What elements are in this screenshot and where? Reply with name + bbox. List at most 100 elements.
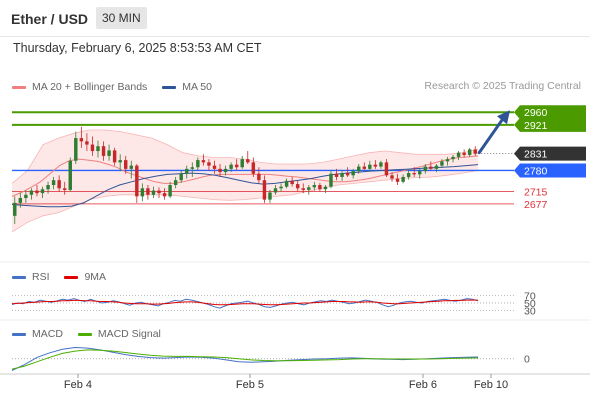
- price-tag-box: [514, 117, 586, 132]
- current-price-text: 2831: [524, 149, 548, 161]
- legend-swatch-ma50: [162, 85, 177, 89]
- candle: [157, 187, 161, 198]
- candle-body: [406, 173, 411, 177]
- candle: [345, 167, 350, 177]
- candle-body: [140, 188, 145, 197]
- candle: [401, 174, 405, 184]
- legend-swatch-macd: [12, 332, 26, 336]
- candle-body: [445, 159, 450, 162]
- candle: [129, 160, 133, 179]
- legend-rsi-9ma-label: 9MA: [84, 271, 107, 284]
- candle-body: [290, 180, 294, 185]
- candle-body: [90, 144, 95, 152]
- candle: [234, 159, 239, 171]
- price-tag-text: 2780: [524, 165, 548, 177]
- candle-body: [85, 141, 89, 145]
- candle-body: [240, 159, 244, 168]
- candle: [201, 154, 206, 166]
- candle: [218, 164, 222, 177]
- candle-body: [362, 166, 366, 169]
- candle: [135, 164, 139, 203]
- candle: [262, 175, 267, 203]
- candle-body: [168, 185, 172, 197]
- candle: [390, 172, 394, 182]
- legend-swatch-macd-signal: [77, 332, 92, 336]
- timeframe-button[interactable]: 30 MIN: [96, 7, 147, 29]
- candle-body: [51, 180, 56, 186]
- candle-body: [401, 176, 405, 182]
- price-tag-2921: 2921: [514, 117, 586, 132]
- candle: [162, 188, 167, 200]
- candle: [257, 167, 261, 184]
- candle-body: [340, 173, 344, 177]
- candle: [368, 160, 372, 172]
- candle: [323, 185, 328, 194]
- moving-averages: [11, 155, 479, 208]
- candle-body: [456, 152, 461, 157]
- candle-body: [390, 175, 394, 179]
- candle-body: [201, 160, 206, 163]
- ma50-line: [11, 164, 479, 208]
- candle-body: [207, 162, 211, 166]
- candle: [196, 157, 200, 171]
- price-tag-text: 2921: [524, 120, 548, 132]
- candle: [185, 165, 189, 179]
- rsi-series-0: [11, 298, 479, 309]
- price-legend: MA 20 + Bollinger Bands MA 50: [12, 80, 212, 94]
- candle-body: [234, 164, 239, 168]
- candle-body: [251, 162, 256, 174]
- candle-body: [129, 165, 133, 169]
- candle: [46, 181, 50, 194]
- candle: [268, 189, 272, 203]
- candle: [329, 170, 333, 189]
- candle-body: [74, 138, 78, 161]
- candle: [418, 168, 422, 179]
- candle-body: [373, 164, 378, 167]
- candle-body: [273, 188, 278, 193]
- candle: [57, 175, 61, 192]
- candle-body: [307, 187, 311, 190]
- candle: [473, 146, 477, 156]
- candle: [379, 160, 383, 169]
- price-tag-2780: 2780: [514, 163, 586, 178]
- price-tag-box: [514, 105, 586, 120]
- macd-series-0: [11, 346, 479, 371]
- candle: [74, 131, 78, 164]
- forecast-arrow: [477, 110, 510, 155]
- price-tag-text: 2715: [524, 187, 548, 199]
- candle: [24, 190, 28, 203]
- candle: [223, 165, 228, 176]
- candle-body: [440, 161, 444, 166]
- time-tick-label: Feb 5: [236, 379, 264, 391]
- candle-body: [118, 160, 122, 163]
- candle-body: [301, 188, 305, 190]
- candle: [40, 186, 45, 198]
- candle-body: [379, 162, 383, 167]
- candle-body: [107, 150, 111, 156]
- candle-body: [40, 189, 45, 194]
- legend-macd-signal-label: MACD Signal: [97, 328, 161, 341]
- legend-swatch-rsi: [12, 275, 26, 279]
- candle: [467, 147, 472, 157]
- candle: [412, 167, 416, 177]
- candle: [168, 181, 172, 198]
- candle: [357, 164, 361, 174]
- candle: [445, 156, 450, 166]
- candle: [51, 176, 56, 190]
- candle: [151, 186, 156, 198]
- candle: [334, 168, 339, 181]
- candle: [90, 136, 95, 156]
- chart-timestamp: Thursday, February 6, 2025 8:53:53 AM CE…: [13, 41, 262, 55]
- candle: [318, 182, 322, 192]
- candle: [251, 157, 256, 177]
- price-tag-2715: 2715: [524, 187, 548, 199]
- candle-body: [68, 160, 72, 190]
- candle-body: [96, 146, 100, 152]
- candle-body: [29, 190, 34, 195]
- candle: [107, 144, 111, 161]
- candle: [62, 181, 67, 195]
- candle-body: [157, 190, 161, 194]
- candle-body: [395, 178, 400, 182]
- price-tag-2677: 2677: [524, 199, 548, 211]
